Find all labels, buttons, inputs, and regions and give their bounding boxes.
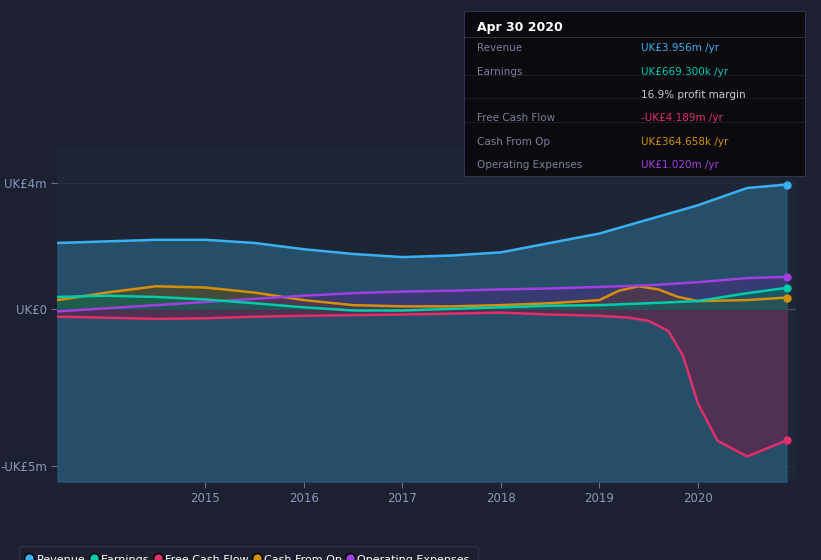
Text: UK£3.956m /yr: UK£3.956m /yr xyxy=(641,44,719,53)
Text: Free Cash Flow: Free Cash Flow xyxy=(478,113,556,123)
Text: Cash From Op: Cash From Op xyxy=(478,137,551,147)
Text: UK£669.300k /yr: UK£669.300k /yr xyxy=(641,67,728,77)
Text: Revenue: Revenue xyxy=(478,44,523,53)
Text: UK£1.020m /yr: UK£1.020m /yr xyxy=(641,160,719,170)
Text: UK£364.658k /yr: UK£364.658k /yr xyxy=(641,137,728,147)
Text: -UK£4.189m /yr: -UK£4.189m /yr xyxy=(641,113,723,123)
Text: Apr 30 2020: Apr 30 2020 xyxy=(478,21,563,34)
Legend: Revenue, Earnings, Free Cash Flow, Cash From Op, Operating Expenses: Revenue, Earnings, Free Cash Flow, Cash … xyxy=(19,546,478,560)
Text: Operating Expenses: Operating Expenses xyxy=(478,160,583,170)
Text: Earnings: Earnings xyxy=(478,67,523,77)
Text: 16.9% profit margin: 16.9% profit margin xyxy=(641,90,745,100)
